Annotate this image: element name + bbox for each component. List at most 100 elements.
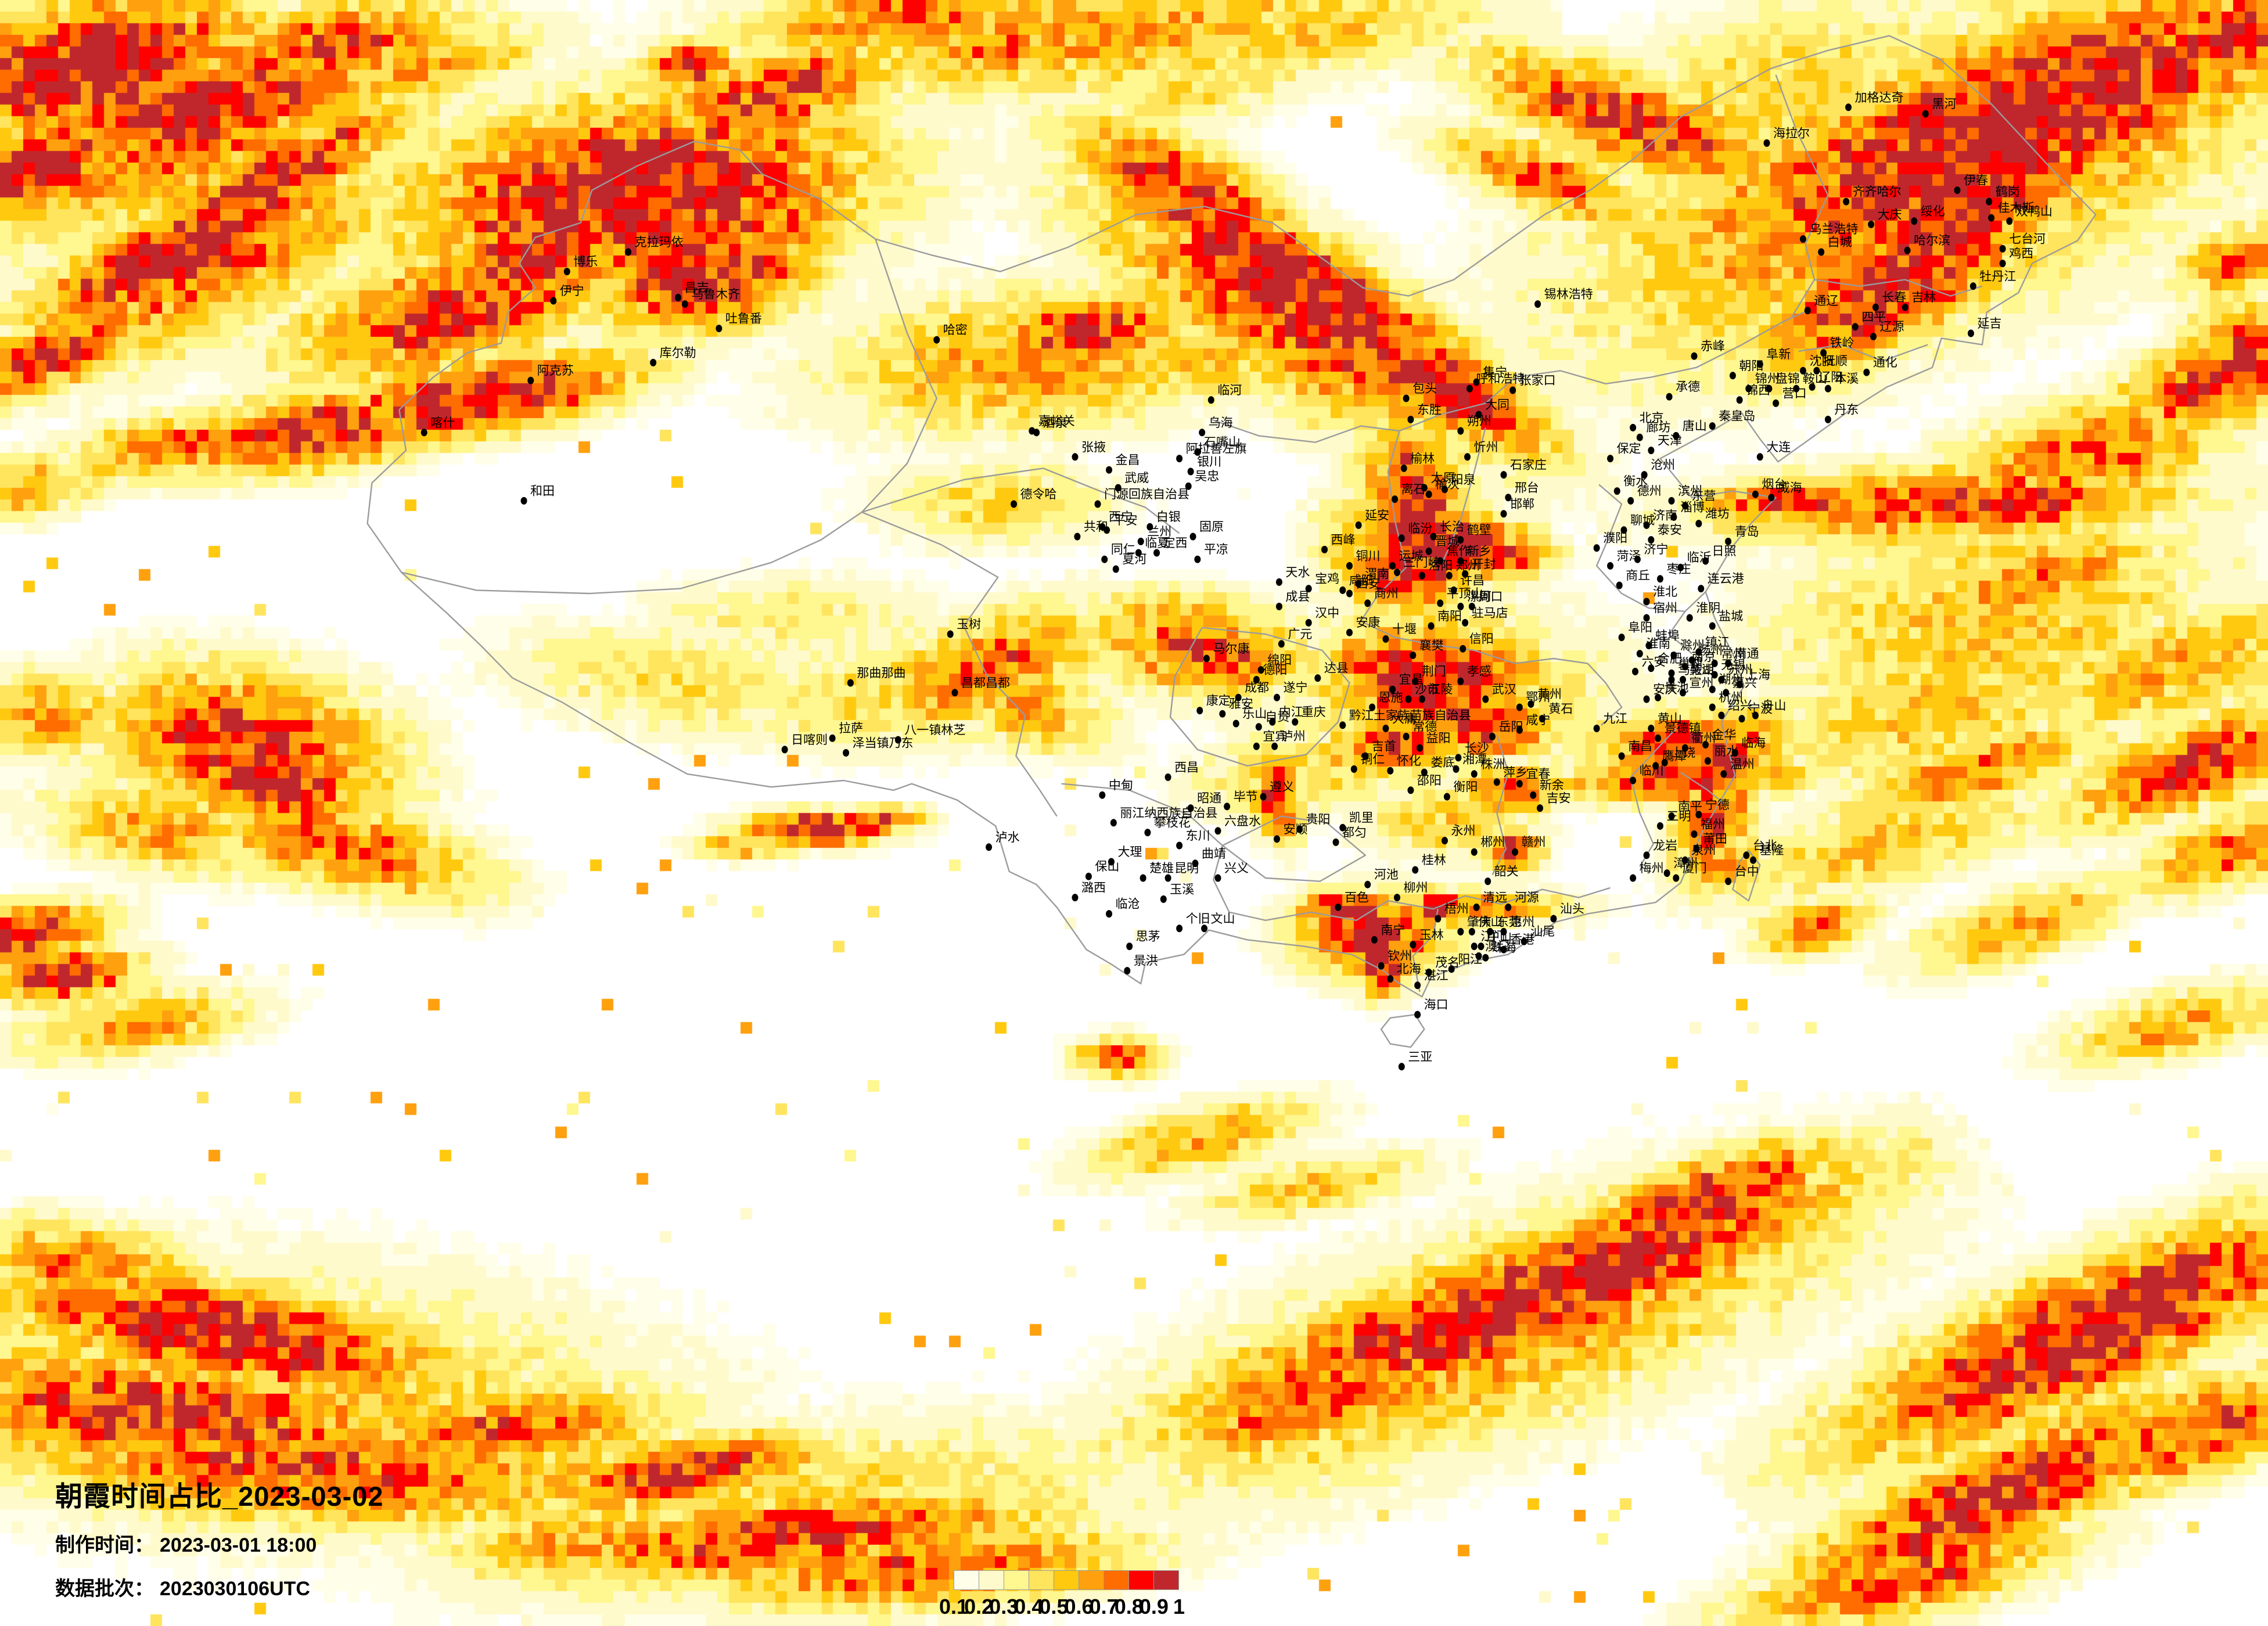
city-dot: [1305, 585, 1312, 593]
city-dot: [1430, 533, 1437, 541]
city-label: 六盘水: [1224, 815, 1261, 828]
city-label: 临汾: [1408, 522, 1432, 535]
colorbar-cell: [1029, 1571, 1054, 1589]
city-dot: [1967, 329, 1974, 337]
city-label: 太原: [1430, 472, 1455, 485]
city-dot: [1446, 571, 1453, 580]
city-dot: [1655, 734, 1662, 742]
city-label: 遂宁: [1284, 681, 1308, 695]
city-label: 安康: [1356, 616, 1380, 629]
city-dot: [1387, 975, 1394, 983]
city-label: 玉树: [957, 618, 981, 631]
city-dot: [1339, 721, 1346, 729]
city-dot: [1192, 859, 1199, 868]
city-dot: [1475, 411, 1482, 419]
city-dot: [1112, 565, 1119, 573]
city-label: 汕头: [1560, 902, 1584, 916]
colorbar-tick: 0.5: [1039, 1595, 1069, 1618]
city-label: 岳阳: [1498, 720, 1523, 733]
city-dot: [1072, 894, 1079, 902]
city-label: 衡水: [1623, 475, 1648, 488]
city-dot: [1691, 830, 1698, 838]
city-label: 香港: [1510, 933, 1534, 947]
city-label: 七台河: [2009, 232, 2046, 246]
city-dot: [1412, 677, 1419, 685]
city-label: 石嘴山: [1204, 436, 1241, 449]
city-dot: [1144, 829, 1151, 837]
colorbar-cell: [1054, 1571, 1079, 1589]
colorbar-tick: 0.4: [1014, 1595, 1044, 1618]
city-dot: [1382, 724, 1389, 732]
city-label: 厦门: [1683, 862, 1707, 875]
city-label: 武汉: [1492, 683, 1516, 696]
city-label: 绍兴: [1728, 699, 1752, 713]
city-label: 宁德: [1705, 798, 1730, 812]
city-dot: [1274, 835, 1281, 843]
city-dot: [1922, 110, 1929, 118]
city-dot: [1421, 484, 1428, 492]
city-label: 临沧: [1116, 898, 1140, 911]
city-dot: [1471, 770, 1478, 778]
city-dot: [1618, 752, 1625, 760]
city-dot: [1115, 484, 1122, 492]
city-dot: [1398, 534, 1405, 542]
city-dot: [1101, 555, 1108, 563]
city-dot: [1493, 778, 1500, 786]
city-dot: [1400, 464, 1407, 472]
city-label: 南平: [1678, 800, 1702, 814]
city-dot: [1643, 695, 1650, 703]
city-label: 张家口: [1519, 374, 1556, 387]
city-dot: [1393, 894, 1400, 902]
city-dot: [1820, 349, 1827, 357]
city-label: 郴州: [1480, 836, 1505, 849]
city-dot: [1355, 521, 1362, 529]
city-label: 恩施: [1379, 691, 1403, 704]
city-dot: [1339, 586, 1346, 594]
city-dot: [1275, 602, 1282, 610]
city-dot: [1448, 965, 1455, 973]
city-dot: [1110, 819, 1117, 827]
city-dot: [625, 248, 632, 256]
city-label: 八一镇林芝: [904, 724, 965, 737]
city-dot: [1364, 599, 1371, 607]
city-dot: [1405, 695, 1412, 703]
city-dot: [1350, 765, 1357, 773]
city-dot: [1185, 482, 1192, 490]
city-label: 台中: [1735, 865, 1759, 879]
city-dot: [1673, 874, 1680, 882]
city-dot: [1630, 423, 1637, 431]
city-dot: [1403, 394, 1410, 402]
city-label: 长春: [1882, 291, 1906, 304]
city-label: 株洲: [1480, 758, 1505, 771]
city-label: 景德镇: [1665, 722, 1701, 735]
city-dot: [1437, 599, 1444, 607]
city-dot: [1627, 497, 1634, 505]
production-time-label: 制作时间：: [55, 1534, 154, 1556]
city-dot: [1645, 642, 1652, 650]
city-dot: [1632, 667, 1639, 675]
city-dot: [1516, 780, 1523, 788]
city-dot: [1255, 723, 1262, 731]
city-dot: [1648, 447, 1655, 455]
colorbar-cell: [1079, 1571, 1104, 1589]
city-dot: [1160, 895, 1167, 903]
city-label: 济南: [1653, 509, 1677, 522]
city-label: 扬州: [1698, 644, 1723, 657]
city-dot: [1500, 471, 1507, 479]
city-dot: [1471, 848, 1478, 856]
city-label: 三明: [1666, 810, 1691, 823]
city-dot: [1369, 703, 1376, 711]
city-dot: [1412, 866, 1419, 874]
city-dot: [1443, 793, 1450, 801]
city-label: 中甸: [1109, 779, 1133, 792]
city-label: 海口: [1424, 998, 1448, 1012]
border-line: [1595, 484, 1706, 612]
city-label: 湖州: [1719, 673, 1743, 686]
city-label: 嘉峪关: [1038, 415, 1075, 428]
city-label: 朝阳: [1739, 359, 1763, 373]
border-line: [1222, 815, 1366, 882]
city-dot: [1428, 622, 1435, 630]
city-dot: [1462, 570, 1469, 578]
city-dot: [1718, 675, 1725, 684]
city-label: 绵阳: [1267, 654, 1292, 667]
